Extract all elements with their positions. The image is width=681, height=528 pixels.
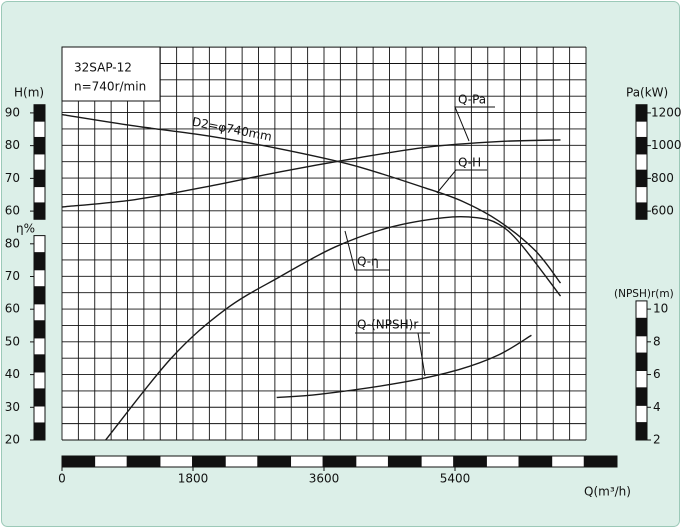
scale-stripe [635,186,648,204]
y4-tick-label: 8 [653,334,661,348]
scale-stripe [583,455,618,468]
curve [61,139,561,208]
scale-stripe [635,387,648,406]
scale-stripe [224,455,259,468]
y4-tick-label: 6 [653,367,661,381]
scale-stripe [33,235,46,254]
y3-tick-label: 40 [5,367,20,381]
y3-axis-title: η% [16,222,35,236]
x-tick-label: 3600 [309,472,340,486]
y-tick-label: 80 [5,138,20,152]
curve [276,334,532,399]
scale-stripe [485,455,520,468]
scale-stripe [33,153,46,171]
leaders [344,106,495,377]
y3-tick-label: 50 [5,334,20,348]
y3-tick-label: 30 [5,400,20,414]
curve [61,113,562,284]
y2-tick-label: 800 [651,171,674,185]
y-tick-label: 60 [5,204,20,218]
leader-line [417,332,426,377]
chart-subtitle: n=740r/min [74,80,146,94]
curve [105,215,562,441]
scale-stripe [635,136,648,155]
scale-stripe [453,455,487,468]
leader-line [454,106,495,142]
scale-stripe [635,120,648,138]
scale-stripe [33,337,46,356]
y2-tick-label: 1000 [651,138,681,152]
scale-stripe [33,186,46,204]
scale-stripe [257,455,292,468]
scale-stripe [387,455,422,468]
scale-stripe [322,455,357,468]
y3-tick-label: 80 [5,236,20,250]
leader-line [344,230,390,271]
x-tick-label: 1800 [178,472,209,486]
y2-axis-title: Pa(kW) [626,86,668,100]
y4-tick-label: 4 [653,400,661,414]
y2-tick-label: 1200 [651,105,681,119]
scale-stripe [290,455,324,468]
scale-stripe [635,300,648,319]
y3-tick-label: 70 [5,269,20,283]
scale-stripe [33,120,46,138]
scale-stripe [635,369,648,389]
scale-stripe [33,286,46,305]
scale-stripe [635,104,648,122]
scale-stripe [635,153,648,171]
scale-stripe [33,422,46,441]
scale-stripe [33,303,46,322]
title-box [61,46,161,102]
scale-stripe [33,136,46,155]
series-label: Q-Pa [458,93,486,107]
series-label: Q-H [458,156,481,170]
scale-stripe [635,404,648,424]
x-tick-label: 0 [58,472,66,486]
y-tick-label: 90 [5,105,20,119]
y-tick-label: 70 [5,171,20,185]
y4-tick-label: 10 [653,302,668,316]
marks: 6070809020304050607080600800100012002468… [5,105,681,485]
scale-stripe [33,169,46,188]
x-tick-label: 5400 [440,472,471,486]
scale-stripe [635,335,648,354]
chart-title: 32SAP-12 [74,61,132,75]
scale-stripe [33,388,46,407]
series-label: Q-(NPSH)r [357,318,418,332]
scale-stripe [635,422,648,441]
scale-stripe [33,252,46,271]
scale-stripe [635,202,648,220]
series-label: Q-η [357,255,379,269]
y2-tick-label: 600 [651,204,674,218]
scale-stripe [33,371,46,390]
scale-stripe [126,455,161,468]
scale-stripe [33,354,46,373]
y4-tick-label: 2 [653,433,661,447]
scale-stripe [33,405,46,424]
y3-tick-label: 20 [5,433,20,447]
scale-stripe [33,269,46,288]
scale-stripe [635,317,648,337]
scale-stripe [159,455,194,468]
scale-stripe [61,455,96,468]
scale-stripe [355,455,389,468]
scale-stripe [635,352,648,371]
leader-line [436,169,487,194]
scale-stripe [420,455,455,468]
scale-stripe [192,455,226,468]
y3-tick-label: 60 [5,302,20,316]
scale-stripe [551,455,585,468]
scale-stripe [518,455,553,468]
scale-stripe [33,320,46,339]
scale-stripe [33,104,46,122]
x-axis-title: Q(m³/h) [584,485,631,499]
scale-stripe [94,455,128,468]
scale-stripe [33,202,46,220]
scale-stripe [635,169,648,188]
y-axis-title: H(m) [14,86,44,100]
y4-axis-title: (NPSH)r(m) [614,288,674,300]
